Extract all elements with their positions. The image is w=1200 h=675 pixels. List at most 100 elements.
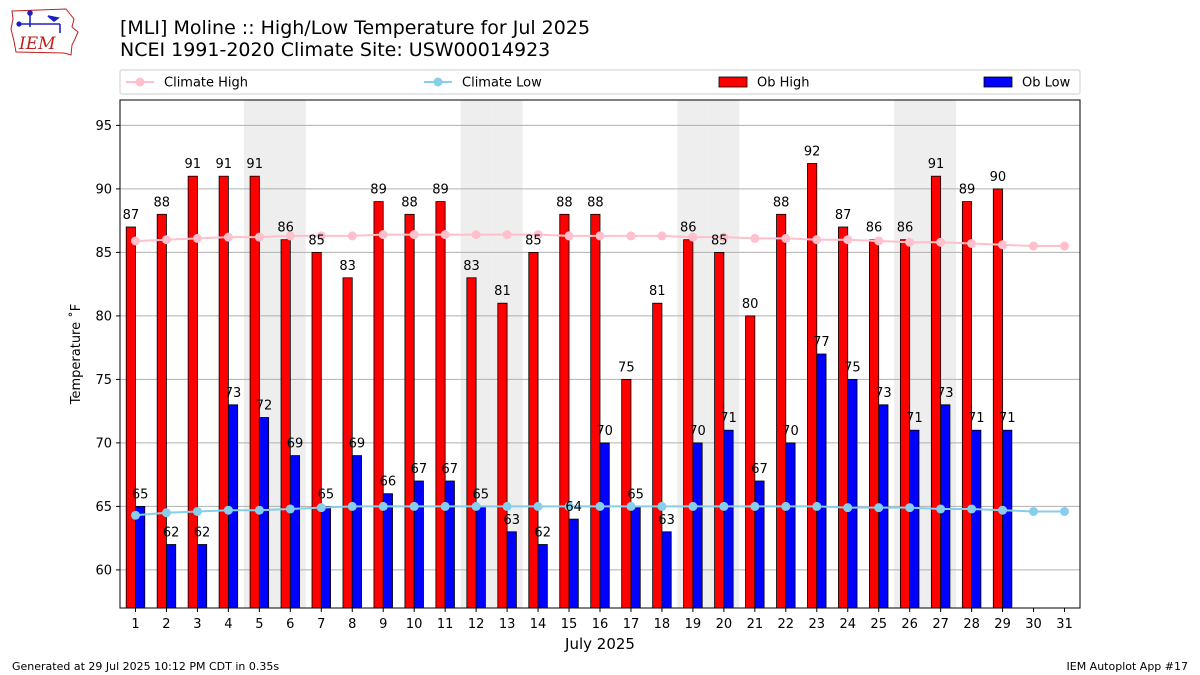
y-axis: 60 65 70 75 80 85 90 95 [95,119,120,578]
ob-low-label: 75 [844,360,861,375]
ob-low-bar [847,378,858,609]
climate-high-point [254,232,264,242]
climate-low-point [130,510,140,520]
climate-high-point [781,233,791,243]
ob-high-label: 88 [556,195,573,210]
climate-low-point [1029,506,1039,516]
ob-low-label: 62 [163,526,180,541]
climate-low-point [843,503,853,513]
x-tick-label: 28 [963,617,980,632]
ob-low-bar [971,429,982,609]
ob-high-bar [435,201,446,609]
climate-high-point [471,230,481,240]
ob-low-label: 65 [318,487,335,502]
ob-low-bar [723,429,734,609]
ob-high-label: 91 [928,157,945,172]
x-tick-label: 29 [994,617,1011,632]
climate-high-point [564,231,574,241]
legend-swatch [718,76,748,88]
x-tick-label: 24 [839,617,856,632]
ob-low-label: 72 [256,399,273,414]
ob-low-bar [506,531,517,609]
legend-frame [119,69,1081,95]
iem-logo: IEM [10,8,79,56]
ob-high-label: 83 [463,259,480,274]
ob-low-label: 70 [689,424,706,439]
climate-high-point [874,236,884,246]
x-tick-label: 21 [747,617,764,632]
climate-high-point [161,235,171,245]
climate-low-point [440,501,450,511]
climate-high-point [688,232,698,242]
climate-high-point [347,231,357,241]
ob-low-bar [568,518,579,609]
chart-title: [MLI] Moline :: High/Low Temperature for… [120,17,590,61]
ob-high-label: 85 [711,233,728,248]
x-tick-label: 16 [592,617,609,632]
climate-low-point [998,505,1008,515]
ob-high-bar [373,201,384,609]
ob-high-label: 85 [525,233,542,248]
ob-high-label: 89 [370,183,387,198]
ob-high-label: 80 [742,297,759,312]
ob-low-bar [382,493,393,609]
ob-high-bar [311,251,322,609]
climate-low-point [1060,506,1070,516]
ob-low-label: 77 [813,335,830,350]
climate-low-point [564,501,574,511]
x-tick-label: 14 [530,617,547,632]
ob-high-bar [869,239,880,609]
ob-low-label: 70 [782,424,799,439]
climate-low-point [781,501,791,511]
y-tick-label: 70 [95,436,112,451]
climate-high-point [905,237,915,247]
x-tick-label: 11 [437,617,454,632]
ob-high-label: 91 [185,157,202,172]
x-tick-label: 12 [468,617,485,632]
climate-low-point [502,501,512,511]
climate-low-point [936,504,946,514]
x-tick-label: 4 [224,617,232,632]
x-tick-label: 22 [778,617,795,632]
ob-low-bar [135,505,146,609]
climate-high-point [719,232,729,242]
climate-low-point [812,501,822,511]
y-tick-label: 65 [95,500,112,515]
y-tick-label: 60 [95,563,112,578]
climate-low-point [161,508,171,518]
legend-label: Climate High [164,76,248,91]
ob-high-bar [961,201,973,609]
climate-high-point [130,236,140,246]
ob-low-label: 73 [225,386,242,401]
climate-high-point [626,231,636,241]
ob-high-label: 89 [432,183,449,198]
climate-low-point [688,501,698,511]
ob-low-bar [351,455,362,609]
ob-high-label: 87 [123,208,140,223]
y-tick-label: 90 [95,182,112,197]
climate-low-point [657,501,667,511]
y-tick-label: 75 [95,373,112,388]
x-tick-label: 10 [406,617,423,632]
ob-high-label: 81 [649,284,666,299]
ob-low-label: 63 [658,513,675,528]
x-tick-label: 19 [685,617,702,632]
x-tick-label: 18 [654,617,671,632]
chart-title-line2: NCEI 1991-2020 Climate Site: USW00014923 [120,39,551,61]
ob-high-label: 89 [959,183,976,198]
climate-lines [130,230,1070,520]
ob-high-label: 88 [587,195,604,210]
x-tick-label: 2 [162,617,170,632]
climate-low-point [967,504,977,514]
footer-generated-text: Generated at 29 Jul 2025 10:12 PM CDT in… [12,660,280,673]
ob-low-label: 73 [875,386,892,401]
x-tick-label: 27 [932,617,949,632]
iowa-outline-icon [10,8,79,56]
climate-low-point [409,501,419,511]
climate-high-point [750,233,760,243]
ob-high-label: 86 [680,221,697,236]
chart-title-line1: [MLI] Moline :: High/Low Temperature for… [120,17,591,39]
ob-low-bar [754,480,765,609]
climate-low-point [192,506,202,516]
ob-high-bar [528,251,539,609]
